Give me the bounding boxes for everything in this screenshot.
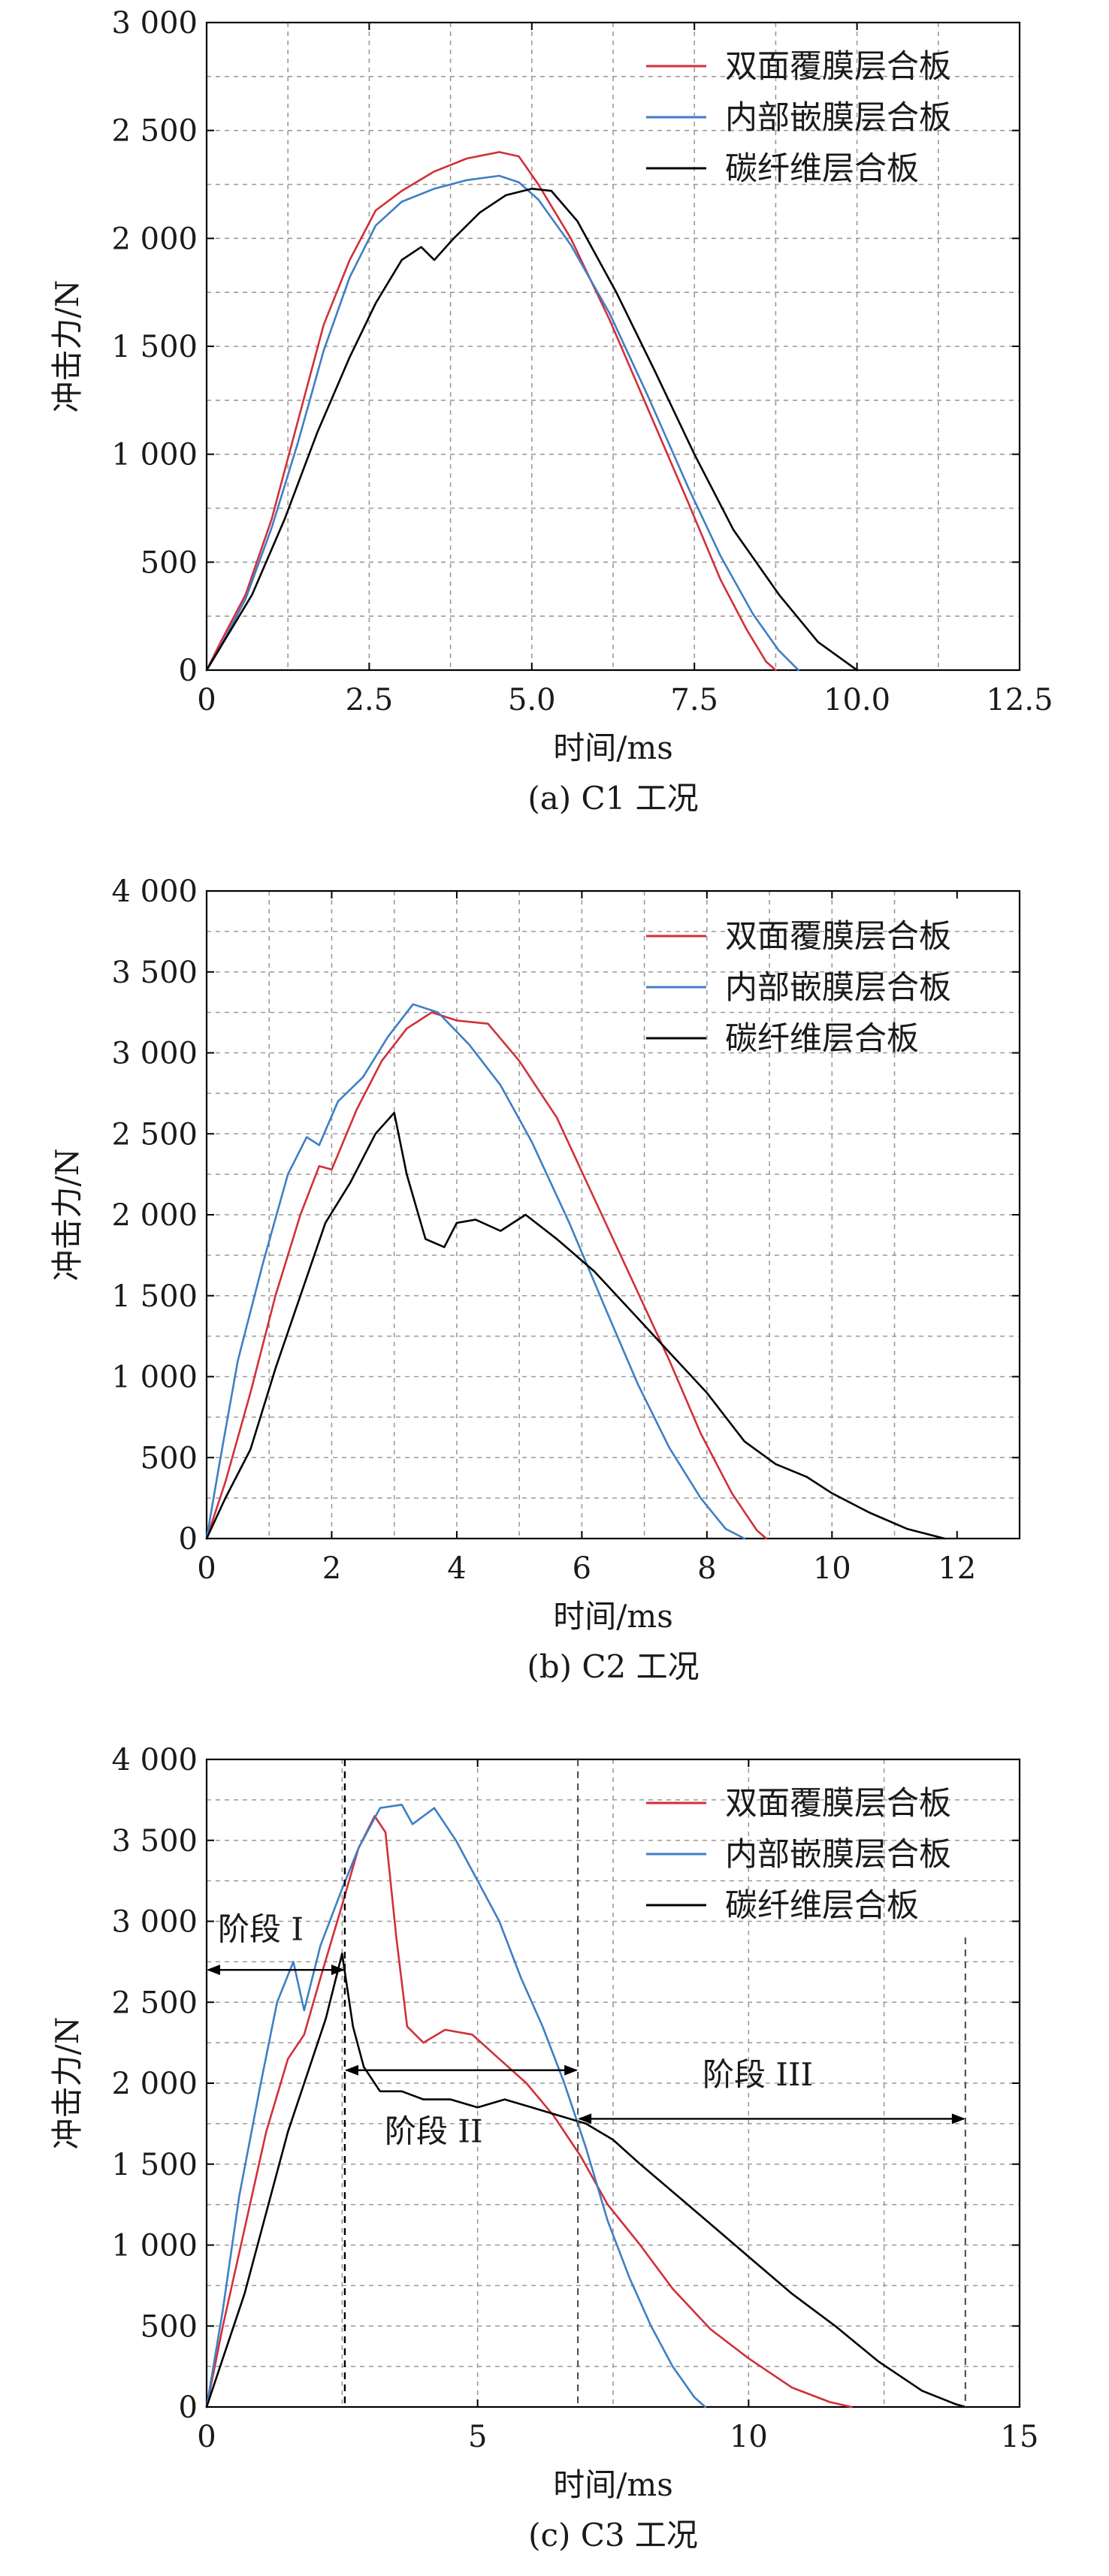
- arrow-head-left: [578, 2113, 592, 2125]
- series-line-1: [205, 1815, 853, 2408]
- y-tick-label: 0: [179, 1522, 198, 1557]
- stage1-arrow: [207, 1964, 345, 1976]
- x-tick-label: 0: [197, 1551, 216, 1586]
- arrow-head-right: [331, 1964, 345, 1976]
- legend-label: 双面覆膜层合板: [725, 918, 951, 956]
- x-tick-label: 0: [197, 683, 216, 717]
- y-tick-label: 0: [179, 2390, 198, 2425]
- y-tick-label: 2 500: [111, 1986, 198, 2020]
- x-tick-label: 2.5: [346, 683, 394, 717]
- series-line-1: [205, 151, 777, 672]
- x-tick-label: 10.0: [823, 683, 890, 717]
- y-tick-label: 3 000: [111, 6, 198, 41]
- y-tick-label: 500: [141, 2309, 198, 2344]
- chart-caption: (a) C1 工况: [527, 780, 698, 817]
- y-tick-label: 0: [179, 654, 198, 688]
- series-line-1: [205, 1011, 768, 1540]
- legend-label: 碳纤维层合板: [725, 150, 919, 188]
- legend-label: 内部嵌膜层合板: [725, 969, 951, 1007]
- x-axis-label: 时间/ms: [553, 729, 673, 766]
- x-tick-label: 7.5: [670, 683, 718, 717]
- series-line-3: [205, 1952, 967, 2408]
- x-tick-label: 12: [938, 1551, 976, 1586]
- series-line-3: [205, 187, 858, 672]
- chart-panel-2: 0 2 4 6 8 10 12 0 500 1 000 1 500 2 000 2 500 3 000 3 …: [49, 874, 1021, 1685]
- y-tick-label: 500: [141, 545, 198, 580]
- y-axis-label: 冲击力/N: [49, 1149, 86, 1282]
- y-tick-label: 3 500: [111, 1824, 198, 1859]
- legend-label: 碳纤维层合板: [725, 1887, 919, 1925]
- y-tick-label: 1 500: [111, 2148, 198, 2182]
- legend-label: 碳纤维层合板: [725, 1020, 919, 1058]
- x-tick-label: 2: [322, 1551, 341, 1586]
- y-tick-label: 2 000: [111, 1198, 198, 1233]
- series-line-2: [205, 174, 799, 672]
- stage3-label: 阶段 III: [703, 2056, 813, 2093]
- legend-label: 双面覆膜层合板: [725, 48, 951, 86]
- legend-label: 内部嵌膜层合板: [725, 1836, 951, 1874]
- legend-label: 双面覆膜层合板: [725, 1785, 951, 1823]
- x-tick-label: 15: [1001, 2420, 1039, 2454]
- y-axis-label: 冲击力/N: [49, 2017, 86, 2150]
- stage-annotations: 阶段 I 阶段 II 阶段 III: [207, 1759, 966, 2407]
- x-tick-label: 8: [697, 1551, 716, 1586]
- x-tick-label: 6: [573, 1551, 591, 1586]
- x-tick-label: 5: [468, 2420, 487, 2454]
- y-tick-label: 3 000: [111, 1037, 198, 1071]
- arrow-head-left: [207, 1964, 220, 1976]
- arrow-head-right: [564, 2064, 579, 2076]
- grid: [207, 1759, 1020, 2407]
- x-tick-label: 10: [813, 1551, 851, 1586]
- grid: [207, 23, 1020, 670]
- y-tick-label: 1 000: [111, 438, 198, 473]
- y-tick-label: 3 500: [111, 956, 198, 990]
- stage3-arrow: [578, 2113, 965, 2125]
- x-axis-label: 时间/ms: [553, 1598, 673, 1635]
- arrow-head-right: [951, 2113, 965, 2125]
- y-tick-label: 4 000: [111, 874, 198, 909]
- x-axis-label: 时间/ms: [553, 2466, 673, 2503]
- y-tick-label: 2 500: [111, 114, 198, 149]
- stage1-label: 阶段 I: [218, 1910, 304, 1947]
- grid: [207, 891, 1020, 1539]
- y-tick-label: 3 000: [111, 1905, 198, 1940]
- chart-panel-3: 0 5 10 15 0 500 1 000 1 500 2 000 2 500 3 000 3 500…: [49, 1743, 1038, 2553]
- y-tick-label: 2 000: [111, 2067, 198, 2101]
- y-tick-label: 2 500: [111, 1117, 198, 1152]
- x-tick-label: 10: [730, 2420, 768, 2454]
- y-tick-label: 2 000: [111, 222, 198, 256]
- chart-panel-1: 0 2.5 5.0 7.5 10.0 12.5 0 500 1 000 1 500 2 000 2 5…: [49, 6, 1053, 817]
- x-tick-label: 5.0: [508, 683, 556, 717]
- y-tick-label: 1 000: [111, 2229, 198, 2263]
- x-tick-label: 4: [447, 1551, 466, 1586]
- y-tick-label: 4 000: [111, 1743, 198, 1777]
- stage2-label: 阶段 II: [385, 2113, 483, 2150]
- y-tick-label: 1 500: [111, 330, 198, 364]
- y-tick-label: 1 500: [111, 1279, 198, 1314]
- stage2-arrow: [344, 2064, 579, 2076]
- x-tick-label: 0: [197, 2420, 216, 2454]
- series-line-2: [205, 1804, 706, 2408]
- series-line-3: [205, 1111, 946, 1540]
- y-tick-label: 1 000: [111, 1360, 198, 1395]
- x-tick-label: 12.5: [986, 683, 1053, 717]
- legend-label: 内部嵌膜层合板: [725, 99, 951, 137]
- y-axis-label: 冲击力/N: [49, 280, 86, 413]
- chart-caption: (c) C3 工况: [528, 2517, 698, 2553]
- y-tick-label: 500: [141, 1441, 198, 1475]
- chart-caption: (b) C2 工况: [527, 1648, 699, 1685]
- arrow-head-left: [344, 2064, 358, 2076]
- series-line-2: [205, 1003, 746, 1540]
